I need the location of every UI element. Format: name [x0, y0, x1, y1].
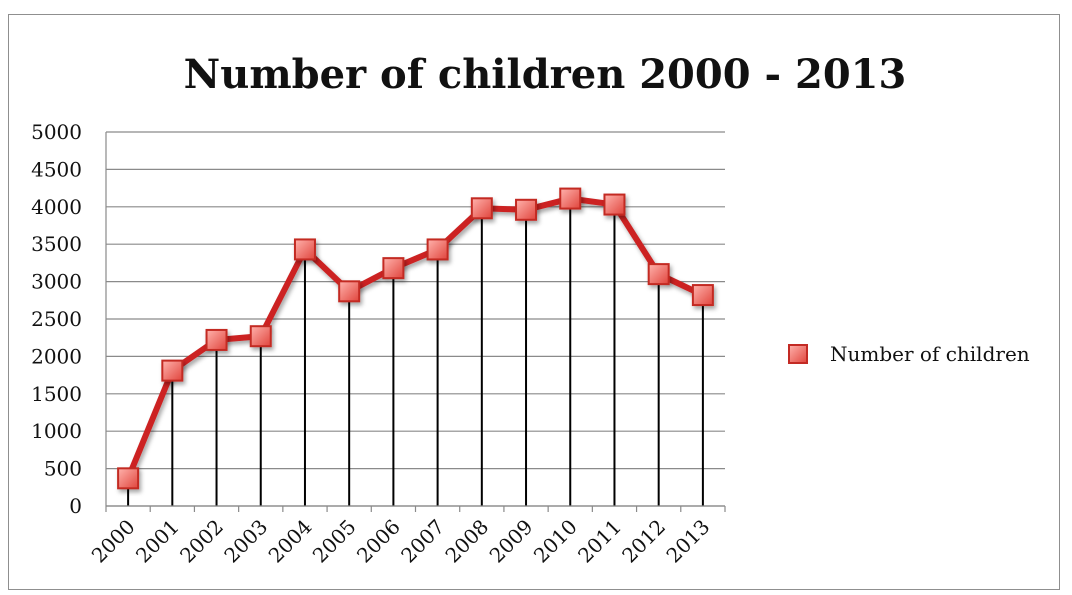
x-tick-label: 2003: [219, 515, 272, 568]
data-point-marker: [293, 238, 316, 261]
x-tick-label: 2013: [661, 515, 714, 568]
x-tick-label: 2011: [573, 515, 626, 568]
x-tick-label: 2005: [308, 515, 361, 568]
y-tick-label: 5000: [31, 120, 82, 144]
data-point-marker: [382, 257, 405, 280]
y-tick-label: 500: [44, 457, 82, 481]
x-tick-label: 2000: [87, 515, 140, 568]
chart-title: Number of children 2000 - 2013: [184, 51, 907, 98]
y-tick-label: 2000: [31, 344, 82, 368]
legend: Number of children: [767, 342, 1030, 366]
y-tick-label: 3500: [31, 232, 82, 256]
y-tick-label: 4500: [31, 157, 82, 181]
x-tick-label: 2002: [175, 515, 228, 568]
y-tick-label: 1500: [31, 382, 82, 406]
legend-marker: [788, 344, 808, 364]
drop-lines: [127, 198, 704, 506]
x-tick-label: 2004: [264, 515, 317, 568]
y-tick-label: 4000: [31, 195, 82, 219]
y-tick-label: 0: [69, 494, 82, 518]
y-tick-label: 1000: [31, 419, 82, 443]
data-point-marker: [691, 284, 714, 307]
data-point-marker: [338, 280, 361, 303]
x-tick-label: 2009: [485, 515, 538, 568]
data-point-marker: [515, 198, 538, 221]
data-point-marker: [205, 328, 228, 351]
data-point-marker: [249, 325, 272, 348]
data-point-marker: [470, 197, 493, 220]
x-tick-label: 2006: [352, 515, 405, 568]
x-tick-label: 2010: [529, 515, 582, 568]
data-point-marker: [647, 263, 670, 286]
series-layer: [117, 187, 714, 490]
axes: 0 500 1000 1500 2000 2500 3000 3500 4000 4500 5000…: [31, 120, 726, 568]
data-point-marker: [603, 193, 626, 216]
chart-frame: [8, 14, 1060, 590]
x-tick-label: 2001: [131, 515, 184, 568]
data-point-marker: [117, 467, 140, 490]
x-tick-label: 2008: [440, 515, 493, 568]
gridlines: [106, 131, 725, 507]
x-tick-label: 2007: [396, 515, 449, 568]
x-tick-label: 2012: [617, 515, 670, 568]
data-point-marker: [559, 187, 582, 210]
y-tick-label: 2500: [31, 307, 82, 331]
data-point-marker: [426, 238, 449, 261]
y-tick-label: 3000: [31, 270, 82, 294]
data-point-marker: [161, 359, 184, 382]
legend-label: Number of children: [830, 342, 1030, 366]
